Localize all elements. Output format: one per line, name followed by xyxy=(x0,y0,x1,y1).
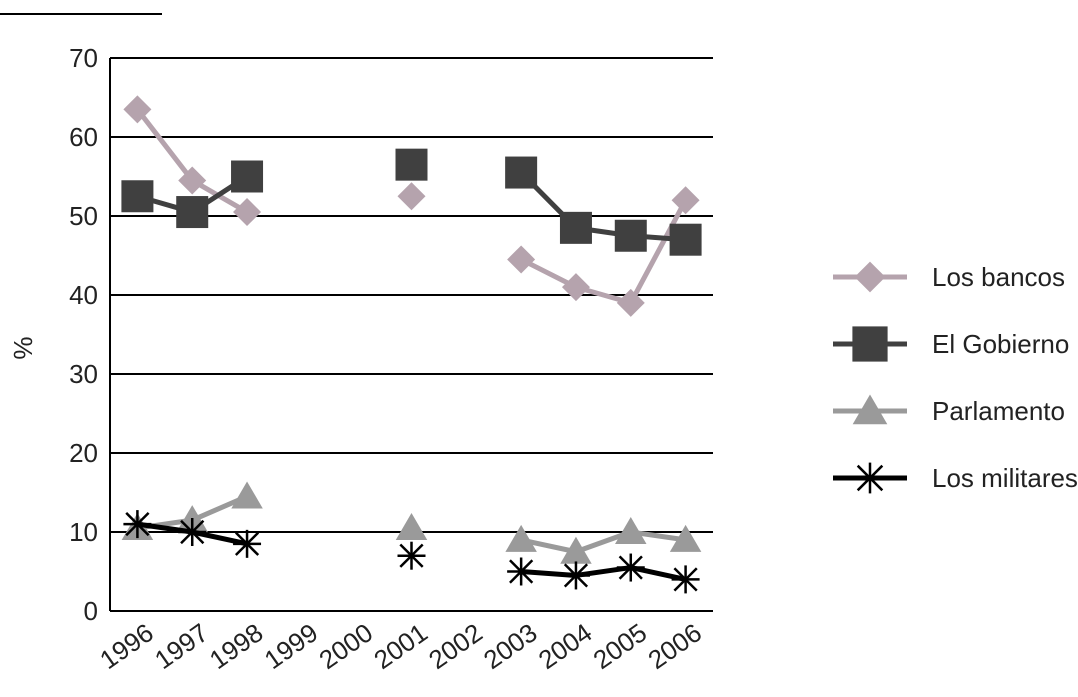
y-tick-labels: 0 10 20 30 40 50 60 70 xyxy=(69,43,98,626)
data-point xyxy=(561,561,590,590)
x-tick-label: 1996 xyxy=(94,617,159,675)
x-tick-label: 2004 xyxy=(533,617,598,675)
y-tick-label: 70 xyxy=(69,43,98,73)
data-point xyxy=(231,481,263,509)
legend-item: Los bancos xyxy=(833,261,1065,293)
x-tick-label: 1999 xyxy=(259,617,324,675)
x-tick-label: 2006 xyxy=(642,617,707,675)
legend-marker-square xyxy=(852,326,888,362)
x-tick-label: 2000 xyxy=(314,617,379,675)
data-point xyxy=(507,557,536,586)
data-point xyxy=(395,148,428,181)
data-point xyxy=(671,565,700,594)
y-tick-label: 0 xyxy=(84,596,98,626)
data-point xyxy=(178,518,207,546)
legend-item: Los militares xyxy=(833,462,1078,494)
legend-label: El Gobierno xyxy=(932,329,1069,359)
data-point xyxy=(671,186,700,215)
data-point xyxy=(233,198,262,227)
x-tick-label: 2001 xyxy=(368,617,433,675)
x-tick-labels: 1996199719981999200020012002200320042005… xyxy=(94,617,707,675)
legend-item: El Gobierno xyxy=(833,326,1069,362)
data-point xyxy=(231,160,264,193)
legend-marker-triangle xyxy=(852,394,888,425)
legend-marker-diamond xyxy=(854,261,886,293)
data-point xyxy=(615,517,647,544)
data-point xyxy=(176,196,209,229)
legend-item: Parlamento xyxy=(833,394,1065,426)
data-point xyxy=(395,513,428,541)
series-line-segment xyxy=(520,529,686,555)
y-tick-label: 10 xyxy=(69,517,98,547)
data-point xyxy=(178,166,207,195)
data-point xyxy=(505,524,537,552)
data-point xyxy=(123,95,152,124)
y-tick-label: 30 xyxy=(69,359,98,389)
legend-marker-asterisk xyxy=(854,462,886,494)
legend-label: Los bancos xyxy=(932,262,1065,292)
x-tick-label: 1998 xyxy=(204,617,269,675)
series-los-militares xyxy=(123,510,700,594)
y-tick-label: 60 xyxy=(69,122,98,152)
series-los-bancos xyxy=(123,95,700,317)
legend-label: Los militares xyxy=(932,463,1078,493)
data-point xyxy=(559,211,592,244)
data-point xyxy=(614,219,647,252)
x-tick-label: 2005 xyxy=(588,617,653,675)
data-point xyxy=(397,182,426,211)
series-line-segment xyxy=(520,199,688,306)
data-point xyxy=(669,524,702,552)
legend: Los bancos El Gobierno Parlamento Los milit… xyxy=(833,261,1078,494)
x-tick-label: 2003 xyxy=(478,617,543,675)
data-point xyxy=(669,223,702,256)
data-point xyxy=(616,288,645,317)
plot-area xyxy=(121,95,702,594)
data-point xyxy=(616,553,645,582)
series-line-segment xyxy=(519,170,686,243)
series-el-gobierno xyxy=(121,148,702,256)
y-tick-label: 40 xyxy=(69,280,98,310)
y-tick-label: 20 xyxy=(69,438,98,468)
data-point xyxy=(233,529,262,558)
data-point xyxy=(507,245,536,274)
y-axis-title: % xyxy=(8,336,38,359)
data-point xyxy=(560,536,592,564)
gridlines xyxy=(109,57,713,612)
data-point xyxy=(505,156,538,189)
legend-label: Parlamento xyxy=(932,396,1065,426)
data-point xyxy=(121,180,154,213)
series-line-segment xyxy=(520,565,687,582)
data-point xyxy=(397,541,426,570)
data-point xyxy=(561,273,590,302)
y-tick-label: 50 xyxy=(69,201,98,231)
data-point xyxy=(123,510,152,539)
x-tick-label: 1997 xyxy=(149,617,214,675)
x-tick-label: 2002 xyxy=(423,617,488,675)
